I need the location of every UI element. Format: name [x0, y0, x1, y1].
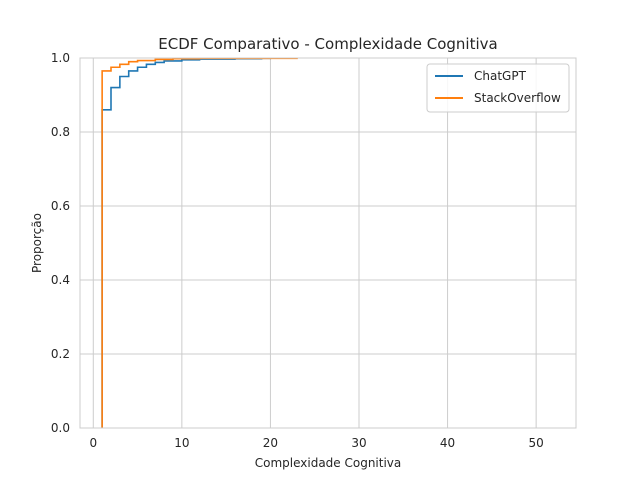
x-tick-label: 30 — [351, 436, 366, 450]
x-tick-label: 40 — [440, 436, 455, 450]
y-tick-label: 0.8 — [51, 125, 70, 139]
grid — [80, 57, 576, 429]
y-tick-label: 0.2 — [51, 347, 70, 361]
y-tick-label: 0.4 — [51, 273, 70, 287]
y-tick-labels: 0.0 0.2 0.4 0.6 0.8 1.0 — [51, 51, 70, 435]
x-tick-label: 10 — [174, 436, 189, 450]
series-line-chatgpt — [101, 57, 272, 428]
plot-frame — [79, 57, 577, 429]
series-layer — [101, 57, 298, 428]
y-tick-label: 0.6 — [51, 199, 70, 213]
series-line-stackoverflow — [101, 57, 298, 428]
y-tick-label: 0.0 — [51, 421, 70, 435]
x-axis-label: Complexidade Cognitiva — [255, 456, 402, 470]
x-tick-label: 20 — [263, 436, 278, 450]
chart-title: ECDF Comparativo - Complexidade Cognitiv… — [158, 35, 497, 53]
y-axis-label: Proporção — [30, 213, 44, 273]
x-tick-label: 50 — [529, 436, 544, 450]
legend-label: ChatGPT — [474, 69, 527, 83]
legend: ChatGPT StackOverflow — [426, 63, 570, 113]
x-tick-labels: 0 10 20 30 40 50 — [89, 436, 543, 450]
y-tick-label: 1.0 — [51, 51, 70, 65]
legend-label: StackOverflow — [474, 91, 561, 105]
x-tick-label: 0 — [89, 436, 97, 450]
